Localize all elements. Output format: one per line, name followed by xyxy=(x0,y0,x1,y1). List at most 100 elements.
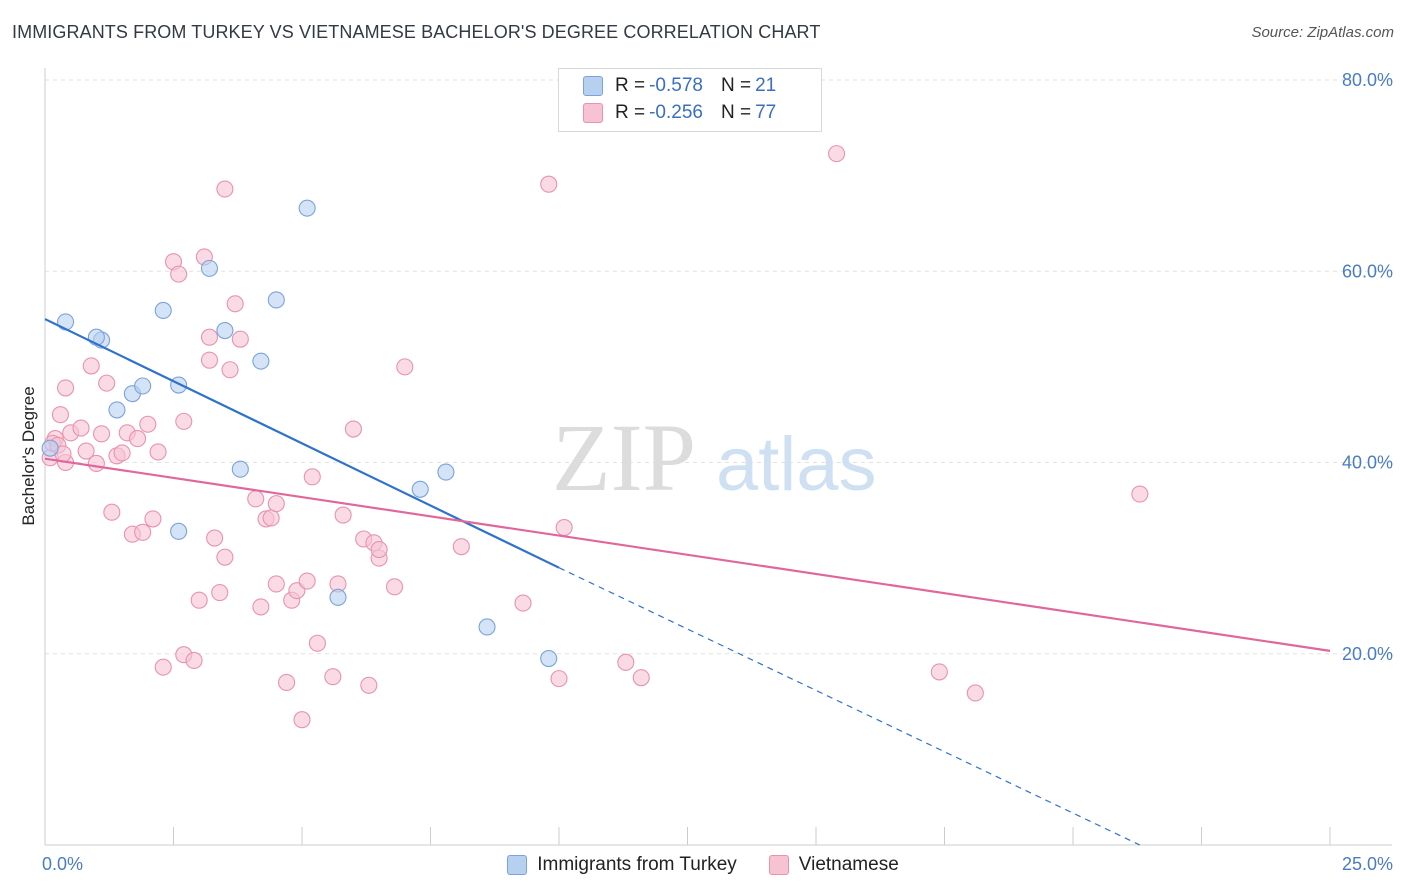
vietnamese-point xyxy=(170,265,188,283)
vietnamese-point xyxy=(540,175,558,193)
vietnamese-point xyxy=(550,670,568,688)
legend-item-vietnamese[interactable]: Vietnamese xyxy=(768,854,899,876)
vietnamese-point xyxy=(267,495,285,513)
turkey-point xyxy=(170,376,188,394)
turkey-point xyxy=(298,199,316,217)
vietnamese-point xyxy=(200,351,219,369)
legend-swatch-pink xyxy=(768,855,789,875)
vietnamese-point xyxy=(231,330,249,348)
legend-label-vietnamese: Vietnamese xyxy=(798,854,899,875)
vietnamese-point xyxy=(211,583,229,602)
tick-labels: 20.0% 40.0% 60.0% 80.0% 0.0% 25.0% xyxy=(42,70,1393,874)
vietnamese-point xyxy=(154,658,172,676)
vietnamese-point xyxy=(200,328,219,346)
legend-item-turkey[interactable]: Immigrants from Turkey xyxy=(507,854,737,876)
vietnamese-point xyxy=(113,444,131,462)
legend-r-label: R = xyxy=(615,75,646,96)
vietnamese-point xyxy=(1131,485,1149,503)
vietnamese-trend-line xyxy=(44,457,1331,652)
legend-swatch-pink xyxy=(583,103,603,123)
vietnamese-point xyxy=(308,634,326,652)
vietnamese-point xyxy=(514,594,532,612)
vietnamese-point xyxy=(298,572,316,590)
vietnamese-point xyxy=(92,425,111,443)
legend-swatch-blue xyxy=(507,855,528,875)
vietnamese-point xyxy=(385,578,404,596)
watermark: ZIP atlas xyxy=(552,404,877,511)
vietnamese-point xyxy=(267,575,285,593)
source-label: Source: ZipAtlas.com xyxy=(1251,24,1394,41)
vietnamese-point xyxy=(452,538,470,556)
turkey-point xyxy=(170,522,188,540)
vietnamese-point xyxy=(216,548,234,566)
trend-lines xyxy=(44,318,1331,846)
turkey-point xyxy=(154,301,172,320)
vietnamese-point xyxy=(293,711,311,729)
y-axis-label: Bachelor's Degree xyxy=(19,386,38,525)
vietnamese-point xyxy=(87,454,105,473)
turkey-point xyxy=(108,401,126,419)
turkey-points xyxy=(41,199,558,668)
turkey-point xyxy=(329,588,347,606)
legend-r-value: -0.256 xyxy=(649,102,703,123)
turkey-point xyxy=(57,313,75,331)
legend-n-value: 77 xyxy=(755,102,777,123)
vietnamese-point xyxy=(216,180,234,198)
y-tick-label: 20.0% xyxy=(1342,644,1393,664)
turkey-point xyxy=(540,649,558,668)
turkey-point xyxy=(41,439,59,457)
turkey-point xyxy=(231,460,249,478)
vietnamese-point xyxy=(396,358,414,376)
vietnamese-point xyxy=(139,415,157,433)
turkey-point xyxy=(437,463,455,481)
watermark-atlas: atlas xyxy=(716,422,877,507)
vietnamese-point xyxy=(278,673,296,691)
vietnamese-point xyxy=(190,591,208,609)
vietnamese-point xyxy=(51,406,69,424)
legend-label-turkey: Immigrants from Turkey xyxy=(537,854,737,875)
vietnamese-point xyxy=(828,145,846,163)
turkey-trend-extension xyxy=(558,567,1141,846)
vietnamese-point xyxy=(72,419,90,437)
y-tick-label: 40.0% xyxy=(1342,453,1393,473)
vietnamese-point xyxy=(77,442,95,460)
legend-n-label: N = xyxy=(720,75,752,96)
vietnamese-point xyxy=(262,509,280,527)
legend-row-vietnamese: R = -0.256 N = 77 xyxy=(583,100,776,126)
vietnamese-point xyxy=(617,653,635,671)
legend-n-value: 21 xyxy=(755,75,777,96)
vietnamese-point xyxy=(360,676,378,694)
vietnamese-point xyxy=(144,510,162,528)
vietnamese-point xyxy=(334,506,352,524)
series-legend: Immigrants from Turkey Vietnamese xyxy=(0,852,1406,878)
vietnamese-point xyxy=(103,503,121,521)
turkey-point xyxy=(267,291,285,309)
vietnamese-point xyxy=(134,523,152,541)
vietnamese-point xyxy=(57,379,75,397)
vietnamese-point xyxy=(175,412,193,430)
turkey-point xyxy=(252,352,270,370)
grid-lines xyxy=(45,79,1392,655)
x-tick-label: 0.0% xyxy=(42,854,83,874)
vietnamese-point xyxy=(247,490,265,508)
vietnamese-point xyxy=(221,361,239,379)
vietnamese-point xyxy=(324,668,342,686)
watermark-zip: ZIP xyxy=(552,404,696,511)
vietnamese-point xyxy=(344,420,362,438)
legend-n-label: N = xyxy=(720,102,752,123)
legend-r-label: R = xyxy=(615,102,646,123)
vietnamese-point xyxy=(82,357,100,375)
turkey-point xyxy=(200,259,219,277)
correlation-legend: R = -0.578 N = 21 R = -0.256 N = 77 xyxy=(558,68,822,132)
vietnamese-point xyxy=(206,529,224,547)
vietnamese-point xyxy=(128,430,147,448)
vietnamese-point xyxy=(966,684,984,702)
vietnamese-point xyxy=(98,374,116,392)
y-tick-label: 80.0% xyxy=(1342,70,1393,90)
vietnamese-point xyxy=(632,669,650,687)
vietnamese-point xyxy=(370,540,388,559)
legend-r-value: -0.578 xyxy=(649,75,703,96)
turkey-point xyxy=(216,321,234,340)
vietnamese-point xyxy=(185,651,203,669)
